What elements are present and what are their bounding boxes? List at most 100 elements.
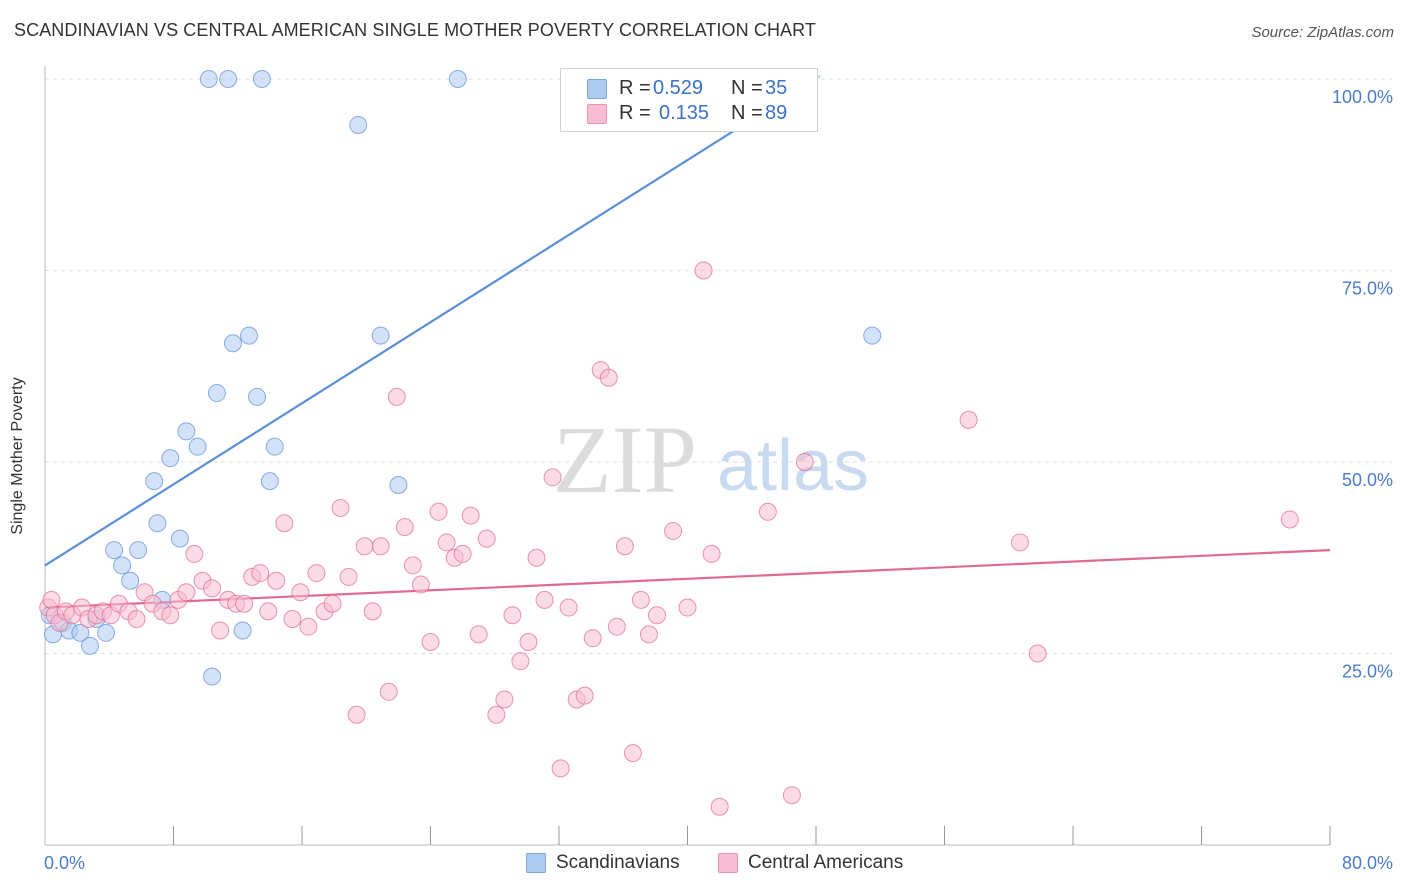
- legend-r-value: 0.529: [653, 77, 704, 99]
- bottom-legend-label: Central Americans: [748, 852, 904, 873]
- central-american-point: [371, 537, 390, 556]
- scandinavian-point: [219, 70, 238, 88]
- scandinavian-point: [177, 422, 196, 441]
- central-american-point: [535, 590, 554, 609]
- central-american-point: [307, 564, 326, 583]
- central-american-point: [323, 594, 342, 613]
- scandinavian-point: [863, 326, 882, 345]
- central-american-trend-line: [44, 548, 1331, 609]
- central-american-point: [631, 590, 650, 609]
- central-american-point: [429, 502, 448, 521]
- central-american-point: [664, 521, 683, 540]
- central-american-point: [461, 506, 480, 525]
- central-american-point: [487, 705, 506, 724]
- chart-title: SCANDINAVIAN VS CENTRAL AMERICAN SINGLE …: [14, 20, 817, 40]
- scandinavian-point: [129, 541, 148, 560]
- scandinavian-point: [199, 70, 218, 88]
- central-american-point: [543, 468, 562, 487]
- central-american-point: [639, 625, 658, 644]
- central-american-point: [795, 453, 814, 471]
- scandinavian-point: [207, 384, 226, 403]
- scandinavian-point: [260, 472, 279, 491]
- scandinavian-point: [223, 334, 242, 353]
- scandinavian-point: [105, 541, 124, 560]
- tick-labels: 25.0% 50.0% 75.0% 100.0% 0.0% 80.0%: [44, 87, 1393, 873]
- scandinavian-point: [170, 529, 189, 548]
- central-american-point: [615, 537, 634, 556]
- central-american-point: [235, 594, 254, 613]
- legend-swatch-blue: [587, 79, 607, 99]
- central-american-point: [495, 690, 514, 709]
- scandinavian-point: [371, 326, 390, 345]
- y-tick-label: 25.0%: [1342, 662, 1393, 682]
- x-tick-label: 0.0%: [44, 853, 85, 873]
- scandinavian-point: [145, 472, 164, 491]
- central-american-point: [477, 529, 496, 548]
- central-american-point: [283, 610, 302, 629]
- scandinavian-point: [265, 437, 284, 456]
- scandinavian-point: [239, 326, 258, 345]
- bottom-legend-swatch-blue: [526, 853, 546, 873]
- central-american-point: [599, 368, 618, 387]
- gridlines: [45, 78, 1392, 654]
- y-tick-label: 75.0%: [1342, 279, 1393, 299]
- central-american-point: [1028, 644, 1047, 663]
- scandinavian-point: [203, 667, 222, 686]
- central-american-point: [411, 575, 430, 594]
- central-american-point: [185, 544, 204, 563]
- x-tick-label: 80.0%: [1342, 853, 1393, 873]
- central-american-point: [782, 786, 801, 805]
- central-american-point: [607, 617, 626, 636]
- central-american-point: [519, 633, 538, 652]
- central-american-point: [339, 567, 358, 586]
- bottom-legend-swatch-pink: [718, 853, 738, 873]
- scandinavian-point: [349, 115, 368, 134]
- central-american-point: [702, 544, 721, 563]
- legend-n-value: 89: [765, 102, 788, 124]
- central-american-point: [42, 590, 61, 609]
- scandinavian-point: [448, 70, 467, 88]
- central-american-point: [678, 598, 697, 617]
- central-american-point: [177, 583, 196, 602]
- correlation-legend: R = 0.529 N = 35 R = 0.135 N = 89: [560, 68, 818, 132]
- legend-n-label: N =: [731, 77, 763, 99]
- central-american-point: [291, 583, 310, 602]
- scandinavian-point: [71, 623, 90, 642]
- scandinavian-point: [389, 475, 408, 494]
- central-american-point: [203, 579, 222, 598]
- central-american-point: [355, 537, 374, 556]
- legend-r-value: 0.135: [659, 102, 710, 124]
- central-american-point: [347, 705, 366, 724]
- central-american-point: [469, 625, 488, 644]
- watermark: ZIP atlas: [553, 406, 869, 513]
- central-american-point: [503, 606, 522, 625]
- central-american-point: [379, 682, 398, 701]
- bottom-legend-label: Scandinavians: [556, 852, 680, 873]
- central-american-point: [758, 502, 777, 521]
- central-american-point: [387, 387, 406, 406]
- axes: [44, 66, 1331, 846]
- central-american-point: [694, 261, 713, 280]
- watermark-atlas: atlas: [717, 426, 869, 506]
- central-american-point: [511, 652, 530, 671]
- central-american-point: [575, 686, 594, 705]
- scandinavian-point: [188, 437, 207, 456]
- central-american-point: [299, 617, 318, 636]
- central-american-point: [421, 633, 440, 652]
- y-tick-label: 50.0%: [1342, 470, 1393, 490]
- legend-n-value: 35: [765, 77, 788, 99]
- central-american-point: [437, 533, 456, 552]
- scandinavian-point: [148, 514, 167, 533]
- central-american-point: [710, 797, 729, 816]
- central-american-point: [161, 606, 180, 625]
- legend-n-label: N =: [731, 102, 763, 124]
- data-points: [39, 70, 1299, 816]
- central-american-point: [275, 514, 294, 533]
- scandinavian-point: [80, 636, 99, 655]
- central-american-point: [267, 571, 286, 590]
- central-american-point: [583, 629, 602, 648]
- watermark-zip: ZIP: [553, 406, 697, 513]
- central-american-point: [959, 410, 978, 429]
- scandinavian-point: [121, 571, 140, 590]
- central-american-point: [363, 602, 382, 621]
